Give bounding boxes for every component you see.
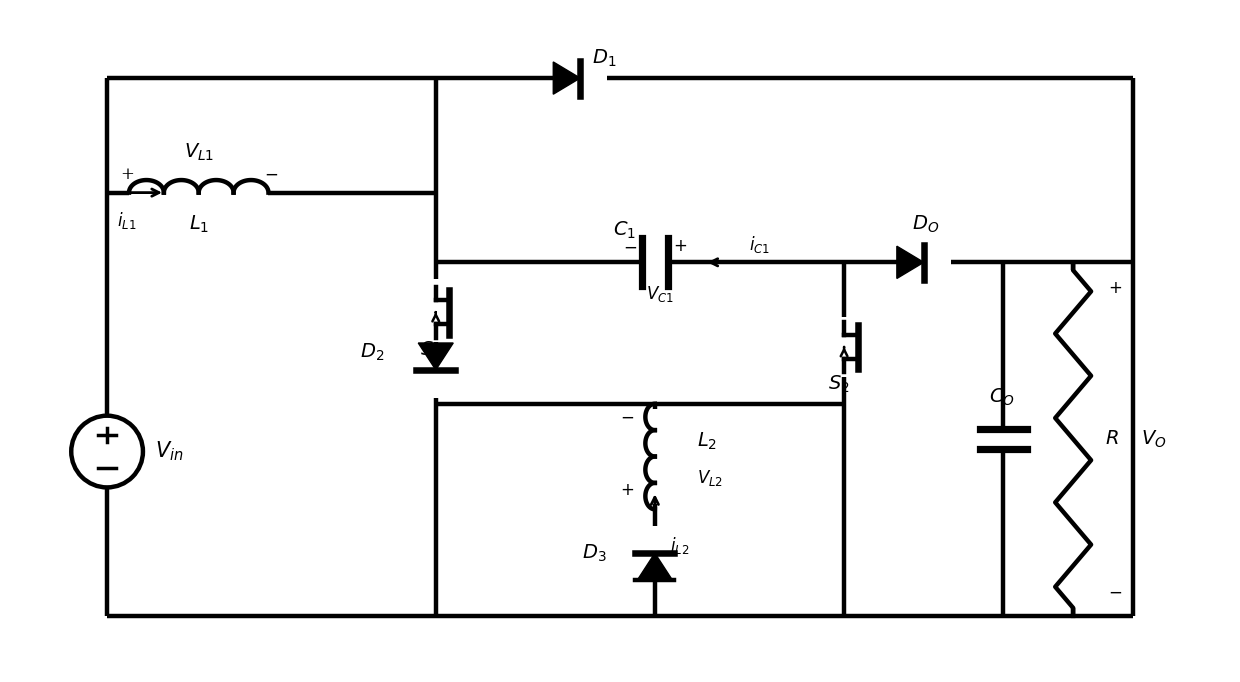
- Text: $-$: $-$: [622, 238, 637, 255]
- Text: $V_{L2}$: $V_{L2}$: [697, 469, 723, 488]
- Polygon shape: [637, 553, 672, 580]
- Text: $V_{in}$: $V_{in}$: [155, 440, 184, 463]
- Text: $L_2$: $L_2$: [697, 431, 717, 452]
- Text: $D_3$: $D_3$: [583, 542, 608, 564]
- Text: $-$: $-$: [620, 409, 634, 426]
- Text: $i_{C1}$: $i_{C1}$: [749, 234, 770, 255]
- Text: $C_1$: $C_1$: [614, 220, 636, 241]
- Text: $i_{L2}$: $i_{L2}$: [670, 535, 689, 556]
- Text: $L_1$: $L_1$: [188, 214, 208, 235]
- Text: $V_{L1}$: $V_{L1}$: [184, 142, 213, 164]
- Text: $-$: $-$: [1107, 584, 1122, 601]
- Text: $+$: $+$: [620, 482, 634, 499]
- Text: $D_O$: $D_O$: [913, 214, 940, 235]
- Text: $D_1$: $D_1$: [593, 48, 616, 69]
- Text: +: +: [120, 166, 134, 183]
- Text: $+$: $+$: [1107, 280, 1122, 297]
- Text: $C_O$: $C_O$: [988, 387, 1014, 408]
- Text: $V_O$: $V_O$: [1141, 428, 1167, 449]
- Text: $V_{C1}$: $V_{C1}$: [646, 284, 673, 304]
- Text: $D_2$: $D_2$: [360, 341, 384, 363]
- Polygon shape: [553, 62, 580, 94]
- Polygon shape: [897, 246, 924, 278]
- Text: $+$: $+$: [672, 238, 687, 255]
- Text: $R$: $R$: [1105, 430, 1118, 448]
- Text: $i_{L1}$: $i_{L1}$: [117, 210, 136, 231]
- Polygon shape: [418, 343, 454, 370]
- Text: $-$: $-$: [264, 166, 279, 183]
- Text: $S_1$: $S_1$: [420, 340, 441, 361]
- Text: $S_2$: $S_2$: [828, 374, 849, 396]
